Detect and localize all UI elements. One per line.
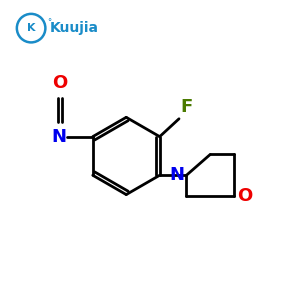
Text: O: O: [52, 74, 68, 92]
Text: K: K: [27, 23, 35, 33]
Text: °: °: [47, 18, 51, 27]
Text: Kuujia: Kuujia: [50, 21, 99, 35]
Text: N: N: [169, 166, 184, 184]
Text: F: F: [181, 98, 193, 116]
Text: O: O: [237, 187, 252, 205]
Text: N: N: [51, 128, 66, 146]
